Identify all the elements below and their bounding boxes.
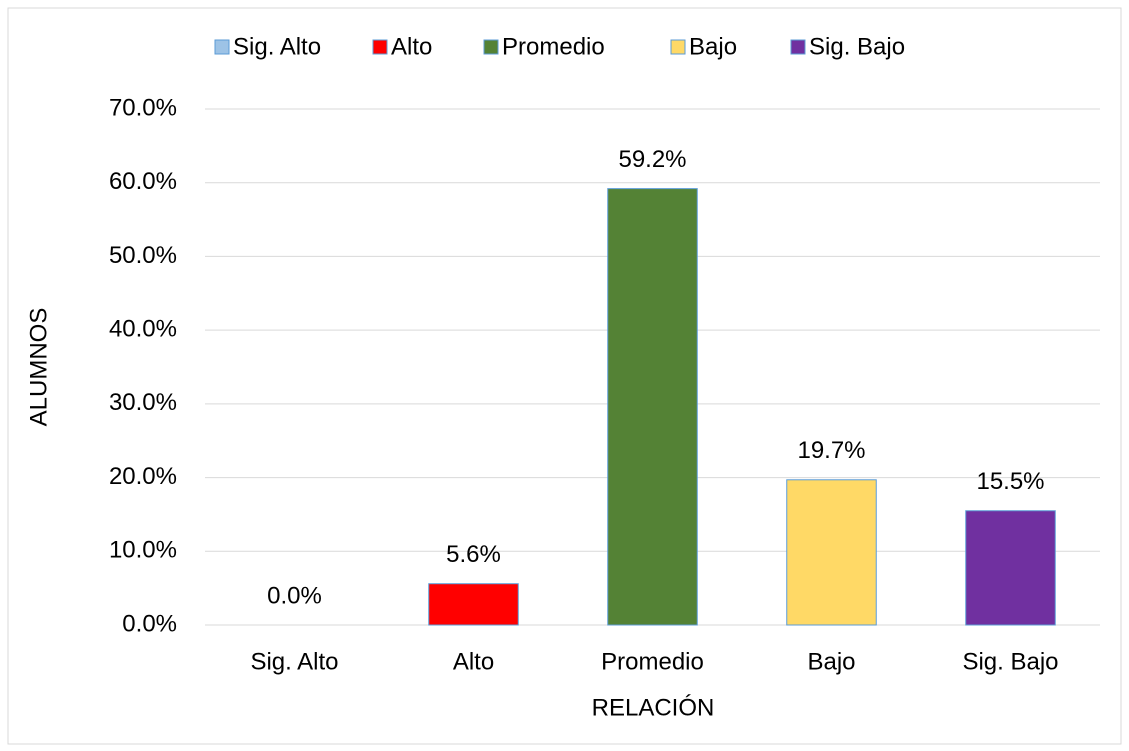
y-tick-label: 40.0% [109,315,177,342]
y-tick-label: 20.0% [109,463,177,490]
y-tick-label: 0.0% [122,610,177,637]
legend-label: Promedio [502,33,605,60]
x-tick-label: Bajo [807,648,855,675]
x-tick-label: Promedio [601,648,704,675]
bar [786,479,877,626]
y-tick-label: 70.0% [109,94,177,121]
legend-label: Sig. Bajo [809,33,905,60]
bar [428,583,519,626]
y-tick-label: 30.0% [109,389,177,416]
legend-swatch [214,39,230,55]
legend-swatch [372,39,388,55]
y-tick-label: 60.0% [109,168,177,195]
legend-swatch [790,39,806,55]
data-label: 19.7% [797,437,865,464]
x-tick-label: Sig. Bajo [962,648,1058,675]
y-tick-label: 10.0% [109,537,177,564]
y-tick-label: 50.0% [109,242,177,269]
legend-label: Sig. Alto [233,33,321,60]
data-label: 5.6% [446,541,501,568]
legend-label: Alto [391,33,432,60]
x-tick-label: Sig. Alto [250,648,338,675]
y-axis-title: ALUMNOS [25,308,52,427]
data-label: 15.5% [976,468,1044,495]
chart-border [7,7,1122,745]
legend-label: Bajo [689,33,737,60]
x-axis-title: RELACIÓN [592,694,715,721]
data-label: 59.2% [618,146,686,173]
legend-swatch [483,39,499,55]
x-tick-label: Alto [453,648,494,675]
bar [607,188,698,626]
bar [965,510,1056,626]
data-label: 0.0% [267,582,322,609]
legend-swatch [670,39,686,55]
